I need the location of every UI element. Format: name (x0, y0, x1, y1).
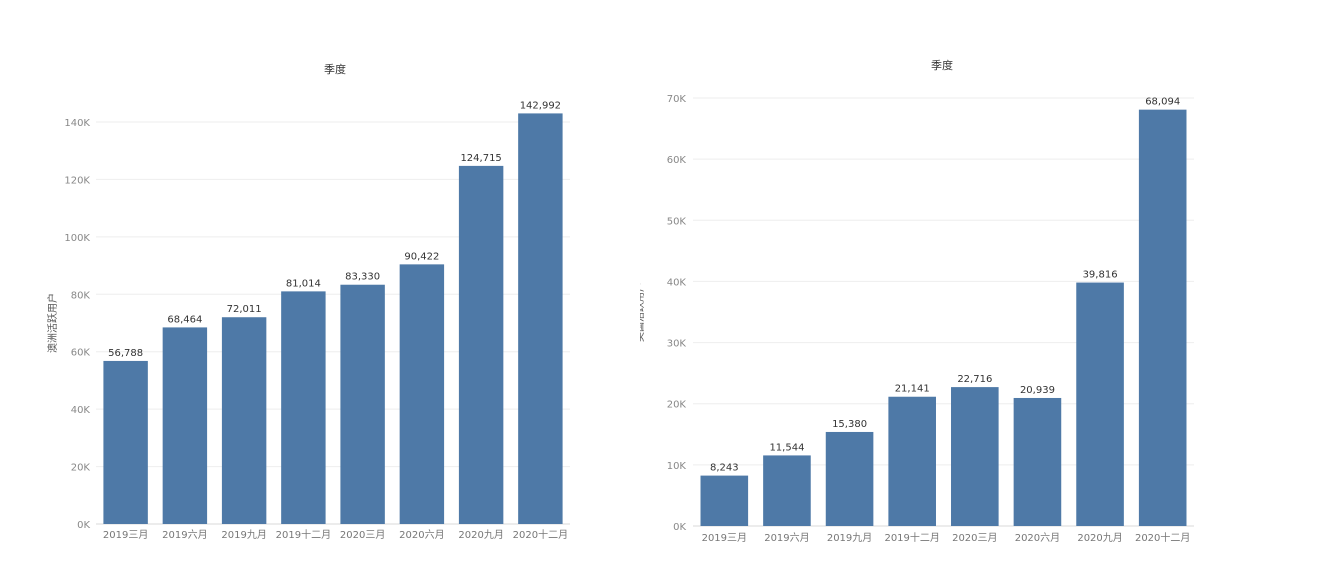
chart-title: 季度 (324, 62, 346, 76)
chart-us-active-users: 季度美国活跃用户 0K 10K 20K 30K 40K 50K 60K 70K 8,243 2019… (640, 0, 1326, 580)
x-tick-label: 2020三月 (952, 532, 997, 544)
bar (458, 165, 504, 525)
y-tick-label: 100K (64, 233, 90, 244)
data-label: 15,380 (832, 419, 867, 430)
bar (951, 387, 999, 526)
bar (281, 291, 326, 524)
data-label: 81,014 (286, 278, 321, 289)
y-tick-label: 20K (667, 400, 687, 411)
y-tick-label: 40K (667, 277, 687, 288)
bar (825, 431, 874, 526)
data-label: 72,011 (227, 304, 262, 315)
data-label: 20,939 (1020, 385, 1055, 396)
y-tick-label: 60K (71, 348, 91, 359)
y-tick-label: 0K (673, 522, 686, 533)
y-tick-label: 10K (667, 461, 687, 472)
x-tick-label: 2020十二月 (1135, 531, 1190, 544)
data-label: 22,716 (957, 374, 992, 385)
y-tick-label: 120K (64, 175, 90, 186)
x-tick-label: 2020六月 (1015, 532, 1060, 544)
bar (103, 360, 148, 524)
bar (1076, 282, 1124, 526)
data-label: 90,422 (404, 251, 439, 262)
chart-australia-active-users: 季度澳洲活跃用户 0K 20K 40K 60K 80K 100K 120K 140K 56,788… (0, 0, 640, 580)
data-label: 68,094 (1145, 97, 1180, 108)
y-tick-label: 30K (667, 339, 687, 350)
bar (700, 475, 749, 526)
bar (518, 113, 563, 524)
y-tick-label: 140K (64, 118, 90, 129)
x-tick-label: 2019九月 (221, 529, 266, 541)
data-label: 68,464 (167, 314, 202, 325)
x-tick-label: 2020三月 (340, 529, 385, 541)
x-tick-label: 2019六月 (162, 529, 207, 541)
y-tick-label: 50K (667, 216, 687, 227)
y-tick-label: 20K (71, 463, 91, 474)
x-tick-label: 2020六月 (399, 529, 444, 541)
bar (162, 327, 208, 524)
data-label: 83,330 (345, 272, 380, 283)
bar (888, 396, 936, 526)
bar (340, 284, 385, 524)
x-tick-label: 2019九月 (827, 532, 872, 544)
data-label: 21,141 (895, 384, 930, 395)
data-label: 56,788 (108, 348, 143, 359)
x-tick-label: 2019三月 (702, 532, 747, 544)
x-tick-label: 2019三月 (103, 529, 148, 541)
y-tick-label: 0K (77, 520, 90, 531)
y-tick-label: 80K (71, 290, 91, 301)
chart-title: 季度 (931, 58, 953, 72)
x-tick-label: 2019十二月 (276, 528, 331, 541)
data-label: 142,992 (520, 100, 561, 111)
y-axis-label: 美国活跃用户 (640, 282, 646, 342)
x-tick-label: 2020九月 (458, 529, 503, 541)
y-tick-label: 70K (667, 94, 687, 105)
y-tick-label: 40K (71, 405, 91, 416)
data-label: 8,243 (710, 463, 739, 474)
x-tick-label: 2020十二月 (513, 528, 568, 541)
x-tick-label: 2019十二月 (884, 531, 939, 544)
bar (221, 317, 267, 524)
data-label: 39,816 (1083, 270, 1118, 281)
x-tick-label: 2020九月 (1077, 532, 1122, 544)
y-tick-label: 60K (667, 155, 687, 166)
y-axis-label: 澳洲活跃用户 (46, 293, 59, 353)
bar (1138, 109, 1187, 526)
data-label: 11,544 (769, 442, 804, 453)
data-label: 124,715 (460, 153, 501, 164)
bar (399, 264, 445, 524)
x-tick-label: 2019六月 (764, 532, 809, 544)
bar (763, 455, 811, 526)
bar (1013, 397, 1062, 526)
